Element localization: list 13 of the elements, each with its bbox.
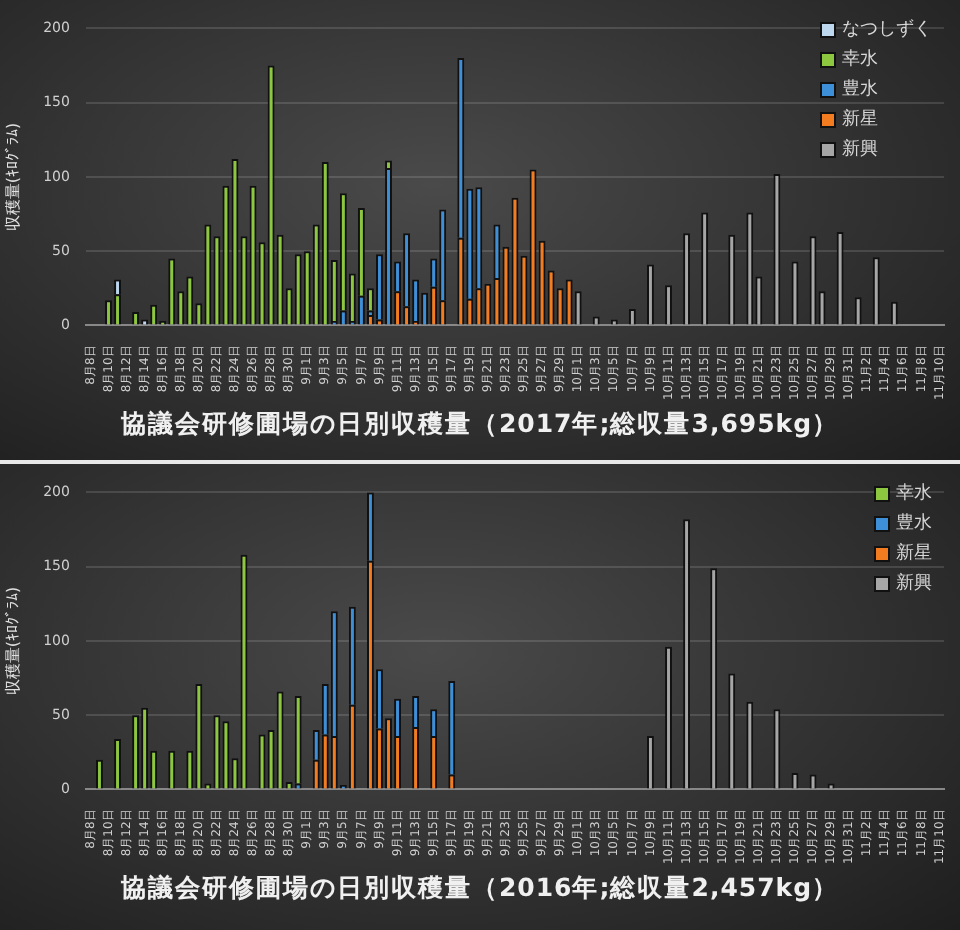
legend-label: 豊水 <box>842 80 878 100</box>
legend-label: 幸水 <box>842 50 878 70</box>
legend-label: 幸水 <box>896 484 932 504</box>
legend-label: 豊水 <box>896 514 932 534</box>
y-axis-title: 収穫量(ｷﾛｸﾞﾗﾑ) <box>3 586 22 696</box>
legend-label: 新星 <box>842 110 878 130</box>
legend-label: 新興 <box>896 574 932 594</box>
text: 協議会研修圃場の日別収穫量（2017年;総収量3,695kg） <box>118 408 842 442</box>
legend-label: 新星 <box>896 544 932 564</box>
text: 協議会研修圃場の日別収穫量（2016年;総収量2,457kg） <box>118 872 842 906</box>
y-axis-title: 収穫量(ｷﾛｸﾞﾗﾑ) <box>3 122 22 232</box>
legend-label: 新興 <box>842 140 878 160</box>
legend-label: なつしずく <box>842 20 932 40</box>
